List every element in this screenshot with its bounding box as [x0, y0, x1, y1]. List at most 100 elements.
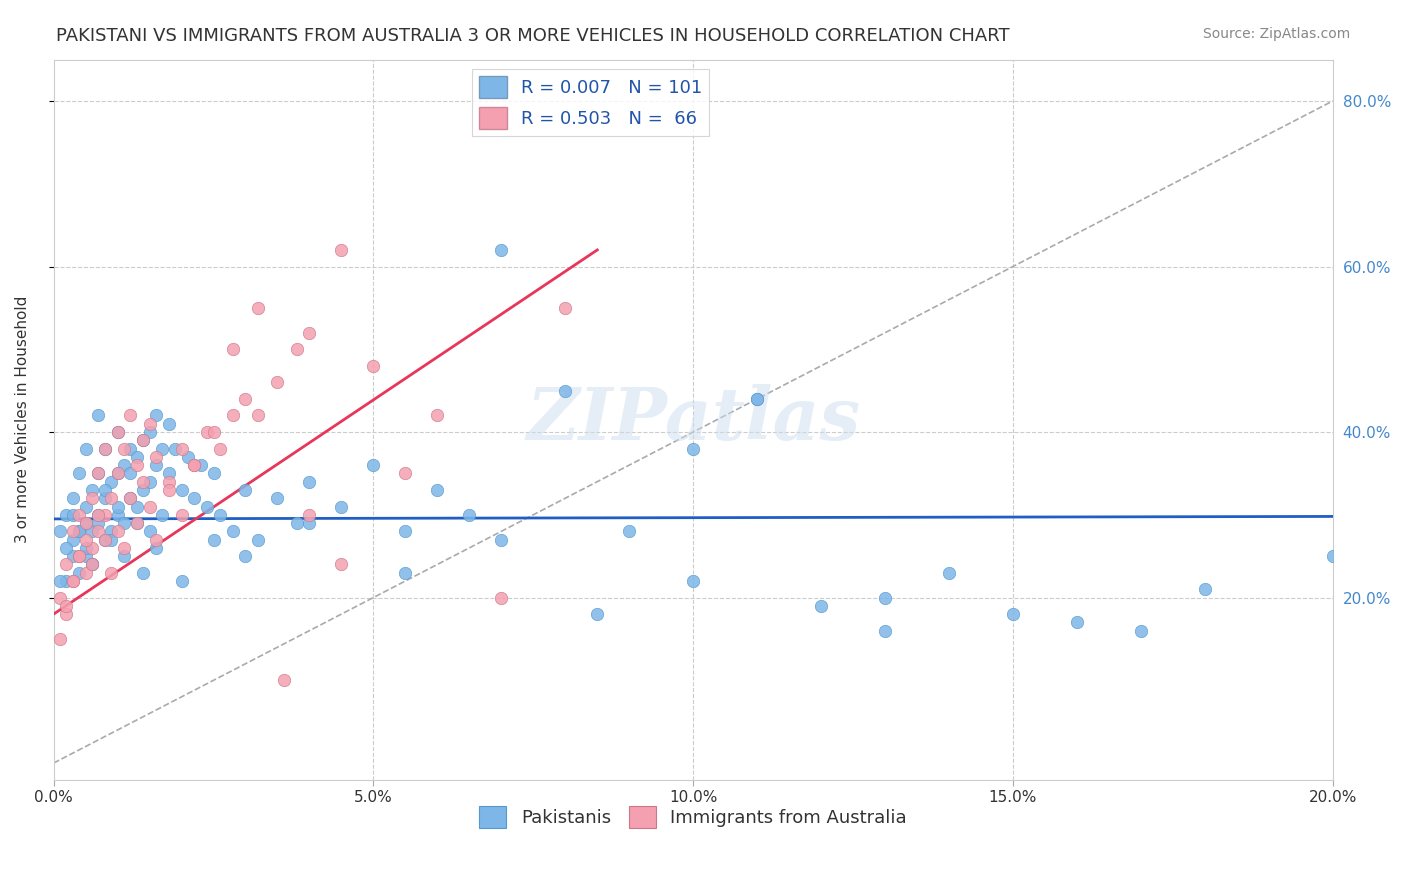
Point [120, 467, 142, 481]
Point [619, 524, 641, 539]
Point [247, 301, 270, 315]
Point [62, 574, 84, 588]
Point [165, 442, 187, 456]
Point [426, 483, 449, 497]
Point [170, 574, 193, 588]
Point [363, 359, 385, 373]
Point [157, 467, 180, 481]
Point [94, 533, 117, 547]
Point [247, 533, 270, 547]
Point [80, 558, 103, 572]
Point [80, 483, 103, 497]
Point [67, 524, 90, 539]
Point [138, 475, 160, 489]
Point [195, 425, 218, 439]
Point [49, 524, 72, 539]
Point [330, 500, 353, 514]
Point [100, 533, 122, 547]
Point [67, 467, 90, 481]
Point [80, 558, 103, 572]
Point [150, 508, 173, 522]
Point [125, 458, 148, 472]
Point [132, 475, 155, 489]
Point [157, 417, 180, 431]
Point [266, 491, 288, 506]
Point [298, 516, 321, 530]
Point [75, 442, 97, 456]
Point [132, 483, 155, 497]
Point [177, 450, 200, 464]
Point [75, 516, 97, 530]
Point [235, 483, 257, 497]
Point [62, 533, 84, 547]
Point [458, 508, 481, 522]
Point [202, 425, 225, 439]
Text: ZIPatlas: ZIPatlas [526, 384, 860, 455]
Point [235, 392, 257, 406]
Point [330, 558, 353, 572]
Point [586, 607, 609, 621]
Point [298, 508, 321, 522]
Point [273, 673, 295, 688]
Point [298, 326, 321, 340]
Point [810, 599, 832, 613]
Point [87, 516, 110, 530]
Point [107, 524, 129, 539]
Point [1322, 549, 1344, 563]
Point [94, 533, 117, 547]
Point [491, 243, 513, 257]
Point [75, 533, 97, 547]
Point [195, 500, 218, 514]
Point [208, 508, 231, 522]
Point [1066, 615, 1088, 630]
Point [67, 549, 90, 563]
Point [1001, 607, 1024, 621]
Point [112, 541, 135, 555]
Point [266, 376, 288, 390]
Point [145, 533, 167, 547]
Point [394, 524, 416, 539]
Point [235, 549, 257, 563]
Point [49, 591, 72, 605]
Point [62, 549, 84, 563]
Point [100, 524, 122, 539]
Point [94, 508, 117, 522]
Point [80, 524, 103, 539]
Point [62, 574, 84, 588]
Point [150, 442, 173, 456]
Point [491, 591, 513, 605]
Point [87, 524, 110, 539]
Point [62, 524, 84, 539]
Point [138, 500, 160, 514]
Text: Source: ZipAtlas.com: Source: ZipAtlas.com [1202, 27, 1350, 41]
Point [183, 491, 205, 506]
Point [100, 491, 122, 506]
Point [222, 343, 245, 357]
Point [138, 524, 160, 539]
Point [125, 450, 148, 464]
Point [67, 549, 90, 563]
Point [80, 558, 103, 572]
Point [682, 442, 704, 456]
Point [145, 458, 167, 472]
Point [55, 607, 77, 621]
Point [298, 475, 321, 489]
Point [75, 541, 97, 555]
Point [107, 425, 129, 439]
Point [222, 524, 245, 539]
Point [107, 425, 129, 439]
Point [747, 392, 769, 406]
Point [107, 500, 129, 514]
Point [55, 574, 77, 588]
Legend: Pakistanis, Immigrants from Australia: Pakistanis, Immigrants from Australia [472, 799, 914, 836]
Point [170, 442, 193, 456]
Point [202, 533, 225, 547]
Point [94, 483, 117, 497]
Point [125, 500, 148, 514]
Point [426, 409, 449, 423]
Point [1194, 582, 1216, 597]
Text: PAKISTANI VS IMMIGRANTS FROM AUSTRALIA 3 OR MORE VEHICLES IN HOUSEHOLD CORRELATI: PAKISTANI VS IMMIGRANTS FROM AUSTRALIA 3… [56, 27, 1010, 45]
Point [682, 574, 704, 588]
Point [183, 458, 205, 472]
Point [138, 425, 160, 439]
